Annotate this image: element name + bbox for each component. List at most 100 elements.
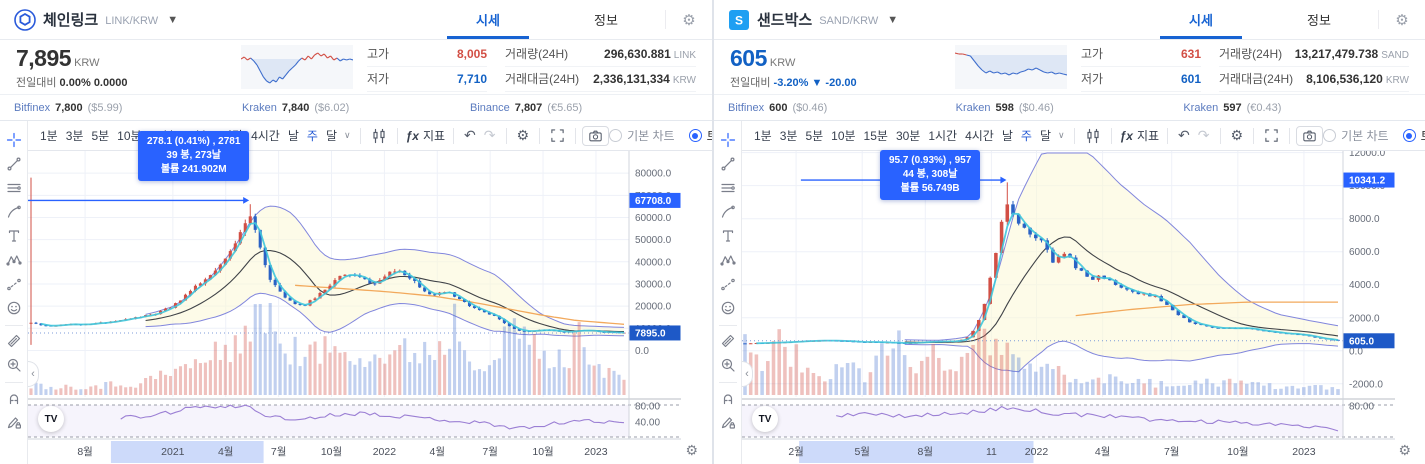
fib-retracement-icon[interactable] bbox=[717, 177, 739, 199]
undo-icon[interactable]: ↶ bbox=[1174, 127, 1194, 144]
timeframe-날[interactable]: 날 bbox=[1001, 129, 1013, 143]
zoom-in-icon[interactable] bbox=[717, 354, 739, 376]
text-icon[interactable] bbox=[717, 225, 739, 247]
timeframe-30분[interactable]: 30분 bbox=[895, 129, 921, 143]
chart-settings-gear-icon[interactable]: ⚙ bbox=[1227, 127, 1248, 144]
screenshot-camera-icon[interactable] bbox=[1296, 125, 1324, 146]
radio-basic-chart[interactable]: 기본 차트 bbox=[609, 127, 675, 144]
candle-style-icon[interactable] bbox=[1081, 128, 1105, 144]
exchange-compare-row: Bitfinex 7,800 ($5.99) Kraken 7,840 ($6.02) Bi… bbox=[0, 94, 712, 121]
indicators-button[interactable]: ƒx 지표 bbox=[405, 128, 446, 144]
indicators-button[interactable]: ƒx 지표 bbox=[1119, 128, 1160, 144]
magnet-icon[interactable] bbox=[717, 387, 739, 409]
undo-icon[interactable]: ↶ bbox=[460, 127, 480, 144]
timeframe-4시간[interactable]: 4시간 bbox=[251, 129, 280, 143]
radio-circle-icon bbox=[688, 129, 702, 142]
brush-icon[interactable] bbox=[3, 201, 25, 223]
timezone-gear-icon[interactable]: ⚙ bbox=[685, 442, 698, 458]
brush-icon[interactable] bbox=[717, 201, 739, 223]
tab-info[interactable]: 정보 bbox=[547, 0, 665, 39]
price-chart-canvas[interactable]: 278.1 (0.41%) , 2781 39 봉, 273날 볼륨 241.9… bbox=[28, 131, 712, 464]
trade-value: 2,336,131,334 bbox=[593, 72, 670, 86]
drawing-toolbar bbox=[714, 121, 742, 464]
svg-text:80.00: 80.00 bbox=[1349, 402, 1374, 413]
timeframe-5분[interactable]: 5분 bbox=[805, 129, 824, 143]
svg-text:2021: 2021 bbox=[161, 446, 185, 458]
crosshair-icon[interactable] bbox=[3, 129, 25, 151]
tradingview-logo: TV bbox=[752, 406, 778, 432]
radio-tradingview[interactable]: 트레이딩뷰 bbox=[1402, 127, 1425, 144]
timeframe-5분[interactable]: 5분 bbox=[91, 129, 110, 143]
emoji-icon[interactable] bbox=[717, 297, 739, 319]
emoji-icon[interactable] bbox=[3, 297, 25, 319]
change-amount: -20.00 bbox=[825, 76, 857, 89]
redo-icon[interactable]: ↷ bbox=[480, 127, 500, 144]
radio-basic-chart[interactable]: 기본 차트 bbox=[1323, 127, 1389, 144]
chart-mode-switch: 기본 차트 트레이딩뷰 bbox=[1323, 127, 1425, 144]
tab-info[interactable]: 정보 bbox=[1260, 0, 1378, 39]
timeframe-10분[interactable]: 10분 bbox=[831, 129, 856, 143]
timeframe-1분[interactable]: 1분 bbox=[754, 129, 772, 143]
timeframe-1분[interactable]: 1분 bbox=[40, 129, 58, 143]
radio-circle-icon bbox=[609, 129, 623, 142]
chart-settings-gear-icon[interactable]: ⚙ bbox=[513, 127, 534, 144]
fib-retracement-icon[interactable] bbox=[3, 177, 25, 199]
settings-gear-icon[interactable]: ⚙ bbox=[1379, 0, 1425, 39]
fullscreen-icon[interactable] bbox=[1260, 128, 1283, 143]
more-timeframes-button[interactable]: ∨ bbox=[1058, 130, 1065, 140]
trend-line-icon[interactable] bbox=[3, 153, 25, 175]
redo-icon[interactable]: ↷ bbox=[1194, 127, 1214, 144]
crosshair-icon[interactable] bbox=[717, 129, 739, 151]
svg-text:40000.0: 40000.0 bbox=[635, 257, 672, 268]
timeframe-날[interactable]: 날 bbox=[287, 129, 299, 143]
divider bbox=[4, 325, 23, 326]
tab-price[interactable]: 시세 bbox=[429, 0, 547, 39]
change-arrow: ▼ bbox=[811, 76, 823, 89]
timeframe-달[interactable]: 달 bbox=[325, 129, 337, 143]
more-timeframes-button[interactable]: ∨ bbox=[344, 130, 351, 140]
timeframe-주[interactable]: 주 bbox=[1020, 129, 1032, 143]
svg-text:10341.2: 10341.2 bbox=[1349, 176, 1386, 187]
measure-price-line: 95.7 (0.93%) , 957 bbox=[889, 155, 972, 166]
svg-text:7월: 7월 bbox=[1164, 446, 1180, 458]
tab-price[interactable]: 시세 bbox=[1142, 0, 1260, 39]
forecast-icon[interactable] bbox=[3, 273, 25, 295]
price-chart-canvas[interactable]: 95.7 (0.93%) , 957 44 봉, 308날 볼륨 56.749B… bbox=[742, 150, 1425, 464]
exchange-quote-kraken: Kraken 598 ($0.46) bbox=[955, 101, 1054, 114]
timeframe-주[interactable]: 주 bbox=[306, 129, 318, 143]
lock-all-drawings-icon[interactable] bbox=[3, 411, 25, 433]
change-amount: 0.0000 bbox=[93, 76, 128, 89]
svg-text:605.0: 605.0 bbox=[1349, 336, 1374, 347]
xabcd-pattern-icon[interactable] bbox=[717, 249, 739, 271]
timezone-gear-icon[interactable]: ⚙ bbox=[1398, 442, 1411, 458]
timeframe-10분[interactable]: 10분 bbox=[117, 129, 142, 143]
timeframe-3분[interactable]: 3분 bbox=[65, 129, 84, 143]
zoom-in-icon[interactable] bbox=[3, 354, 25, 376]
svg-text:2022: 2022 bbox=[1025, 446, 1049, 458]
candle-style-icon[interactable] bbox=[367, 128, 391, 144]
text-icon[interactable] bbox=[3, 225, 25, 247]
timeframe-3분[interactable]: 3분 bbox=[779, 129, 798, 143]
coin-selector[interactable]: 체인링크 LINK/KRW ▼ bbox=[0, 0, 429, 39]
magnet-icon[interactable] bbox=[3, 387, 25, 409]
daily-change: 전일대비 0.00% 0.0000 bbox=[16, 76, 128, 89]
forecast-icon[interactable] bbox=[717, 273, 739, 295]
fullscreen-icon[interactable] bbox=[546, 128, 569, 143]
ruler-icon[interactable] bbox=[717, 330, 739, 352]
xabcd-pattern-icon[interactable] bbox=[3, 249, 25, 271]
timeframe-15분[interactable]: 15분 bbox=[863, 129, 888, 143]
timeframe-4시간[interactable]: 4시간 bbox=[965, 129, 994, 143]
ruler-icon[interactable] bbox=[3, 330, 25, 352]
trend-line-icon[interactable] bbox=[717, 153, 739, 175]
measure-bars-line: 44 봉, 308날 bbox=[902, 169, 958, 180]
coin-selector[interactable]: S 샌드박스 SAND/KRW ▼ bbox=[714, 0, 1142, 39]
lock-all-drawings-icon[interactable] bbox=[717, 411, 739, 433]
low-price-row: 저가 601 bbox=[1081, 67, 1201, 92]
svg-text:8월: 8월 bbox=[77, 446, 93, 458]
settings-gear-icon[interactable]: ⚙ bbox=[666, 0, 712, 39]
screenshot-camera-icon[interactable] bbox=[582, 125, 610, 146]
timeframe-1시간[interactable]: 1시간 bbox=[928, 129, 958, 143]
exchange-quote-binance: Binance 7,807 (€5.65) bbox=[470, 101, 583, 114]
timeframe-달[interactable]: 달 bbox=[1039, 129, 1051, 143]
